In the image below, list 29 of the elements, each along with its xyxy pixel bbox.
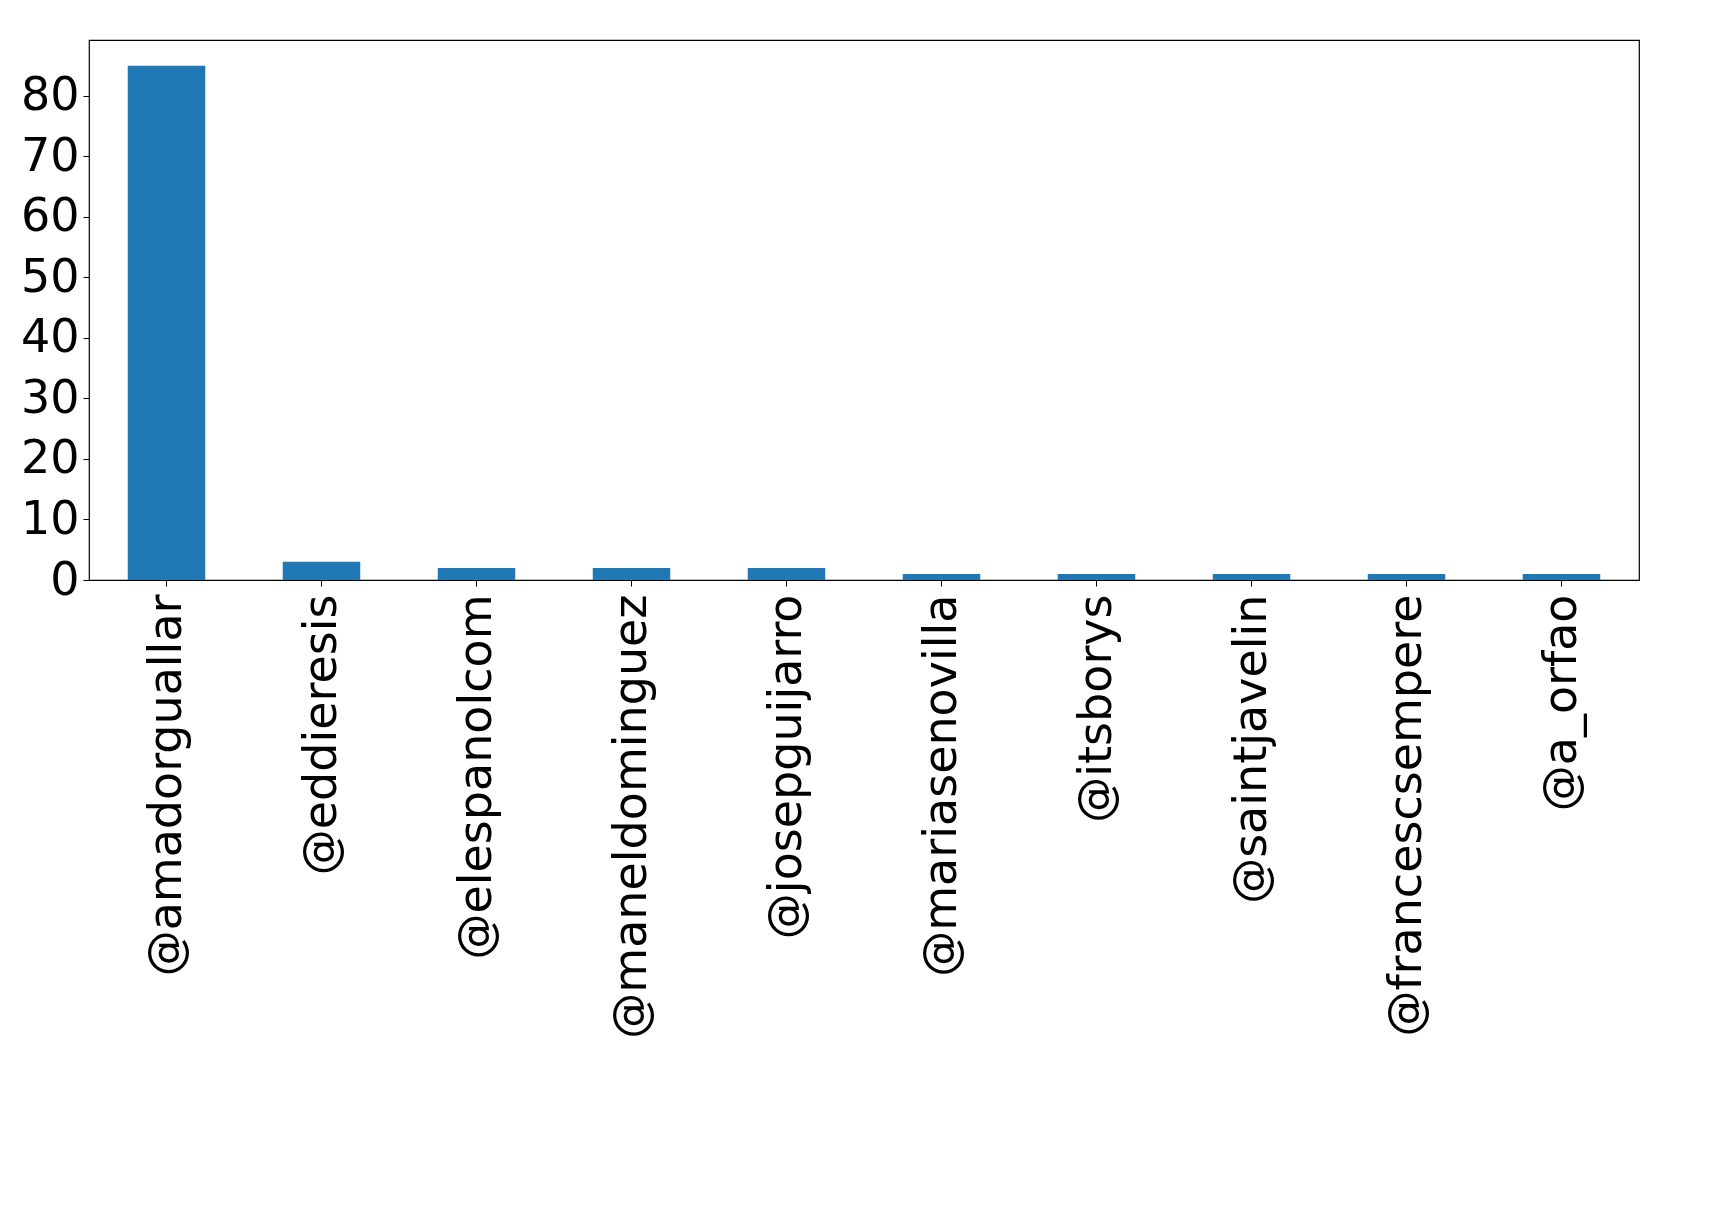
- y-tick-label: 70: [20, 127, 80, 182]
- x-tick-label: @elespanolcom: [447, 594, 502, 960]
- x-tick-label: @saintjavelin: [1222, 594, 1277, 904]
- x-tick-label: @amadorguallar: [137, 594, 192, 977]
- bar: [437, 567, 516, 580]
- x-tick-label: @a_orfao: [1532, 594, 1587, 812]
- y-tick-label: 30: [20, 369, 80, 424]
- y-tick-label: 40: [20, 309, 80, 364]
- x-tick-label: @eddieresis: [292, 594, 347, 876]
- y-tick-label: 60: [20, 188, 80, 243]
- bar: [1057, 573, 1136, 580]
- bar: [1367, 573, 1446, 580]
- y-tick-label: 10: [20, 491, 80, 545]
- y-tick-label: 0: [50, 551, 80, 606]
- x-tick-label: @josepguijarro: [757, 594, 812, 940]
- x-tick-label: @itsborys: [1067, 594, 1122, 823]
- bar: [747, 567, 826, 580]
- bar: [282, 561, 361, 580]
- x-tick-label: @francescsempere: [1377, 594, 1432, 1037]
- bar: [902, 573, 981, 580]
- x-tick-label: @maneldominguez: [602, 594, 657, 1039]
- y-tick-label: 50: [20, 248, 80, 303]
- bar: [592, 567, 671, 580]
- bar: [1212, 573, 1291, 580]
- y-tick-label: 80: [20, 67, 80, 122]
- bar: [1522, 573, 1601, 580]
- y-tick-label: 20: [20, 430, 80, 485]
- x-tick-label: @mariasenovilla: [912, 594, 967, 977]
- bar: [127, 65, 206, 580]
